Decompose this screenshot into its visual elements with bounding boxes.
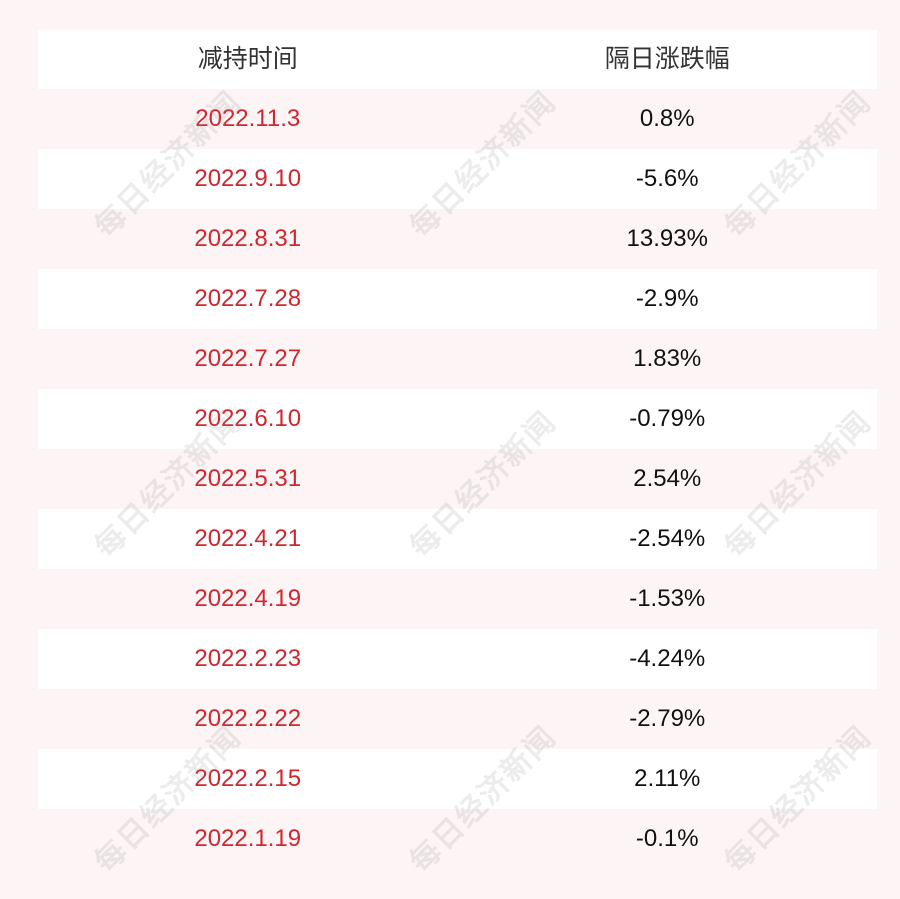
header-change: 隔日涨跌幅 bbox=[604, 45, 730, 73]
table-row: 2022.4.21 -2.54% bbox=[38, 509, 877, 569]
reduction-date-cell: 2022.7.28 bbox=[194, 285, 302, 312]
table-header-row: 减持时间 隔日涨跌幅 bbox=[38, 30, 877, 89]
header-date: 减持时间 bbox=[197, 45, 298, 73]
table-row: 2022.6.10 -0.79% bbox=[38, 389, 877, 449]
reduction-date-cell: 2022.4.21 bbox=[194, 525, 302, 552]
reduction-date-cell: 2022.7.27 bbox=[194, 345, 302, 372]
reduction-date-cell: 2022.2.22 bbox=[194, 705, 302, 732]
next-day-change-cell: 1.83% bbox=[633, 345, 702, 372]
reduction-date-cell: 2022.4.19 bbox=[194, 585, 302, 612]
next-day-change-cell: -5.6% bbox=[635, 165, 699, 192]
next-day-change-cell: 0.8% bbox=[639, 105, 695, 132]
next-day-change-cell: -0.79% bbox=[629, 405, 706, 432]
reduction-date-cell: 2022.11.3 bbox=[195, 105, 301, 132]
table-row: 2022.8.31 13.93% bbox=[38, 209, 877, 269]
reduction-date-cell: 2022.2.15 bbox=[194, 765, 302, 792]
reduction-date-cell: 2022.6.10 bbox=[194, 405, 302, 432]
table-row: 2022.7.27 1.83% bbox=[38, 329, 877, 389]
reduction-date-cell: 2022.9.10 bbox=[194, 165, 302, 192]
next-day-change-cell: -4.24% bbox=[629, 645, 706, 672]
table-row: 2022.7.28 -2.9% bbox=[38, 269, 877, 329]
table-row: 2022.5.31 2.54% bbox=[38, 449, 877, 509]
next-day-change-cell: 2.54% bbox=[633, 465, 702, 492]
table-row: 2022.1.19 -0.1% bbox=[38, 809, 877, 869]
reduction-date-cell: 2022.8.31 bbox=[194, 225, 302, 252]
next-day-change-cell: -2.79% bbox=[629, 705, 706, 732]
next-day-change-cell: 2.11% bbox=[634, 765, 701, 792]
reduction-date-cell: 2022.5.31 bbox=[194, 465, 302, 492]
table-row: 2022.2.23 -4.24% bbox=[38, 629, 877, 689]
data-table: 减持时间 隔日涨跌幅 2022.11.3 0.8% 2022.9.10 -5.6% 20… bbox=[38, 30, 877, 869]
table-row: 2022.4.19 -1.53% bbox=[38, 569, 877, 629]
table-row: 2022.2.22 -2.79% bbox=[38, 689, 877, 749]
table-row: 2022.11.3 0.8% bbox=[38, 89, 877, 149]
next-day-change-cell: -2.9% bbox=[635, 285, 699, 312]
next-day-change-cell: -1.53% bbox=[629, 585, 706, 612]
table-row: 2022.2.15 2.11% bbox=[38, 749, 877, 809]
reduction-date-cell: 2022.2.23 bbox=[194, 645, 302, 672]
next-day-change-cell: -2.54% bbox=[629, 525, 706, 552]
next-day-change-cell: 13.93% bbox=[626, 225, 708, 252]
reduction-date-cell: 2022.1.19 bbox=[194, 825, 302, 852]
table-row: 2022.9.10 -5.6% bbox=[38, 149, 877, 209]
next-day-change-cell: -0.1% bbox=[635, 825, 699, 852]
